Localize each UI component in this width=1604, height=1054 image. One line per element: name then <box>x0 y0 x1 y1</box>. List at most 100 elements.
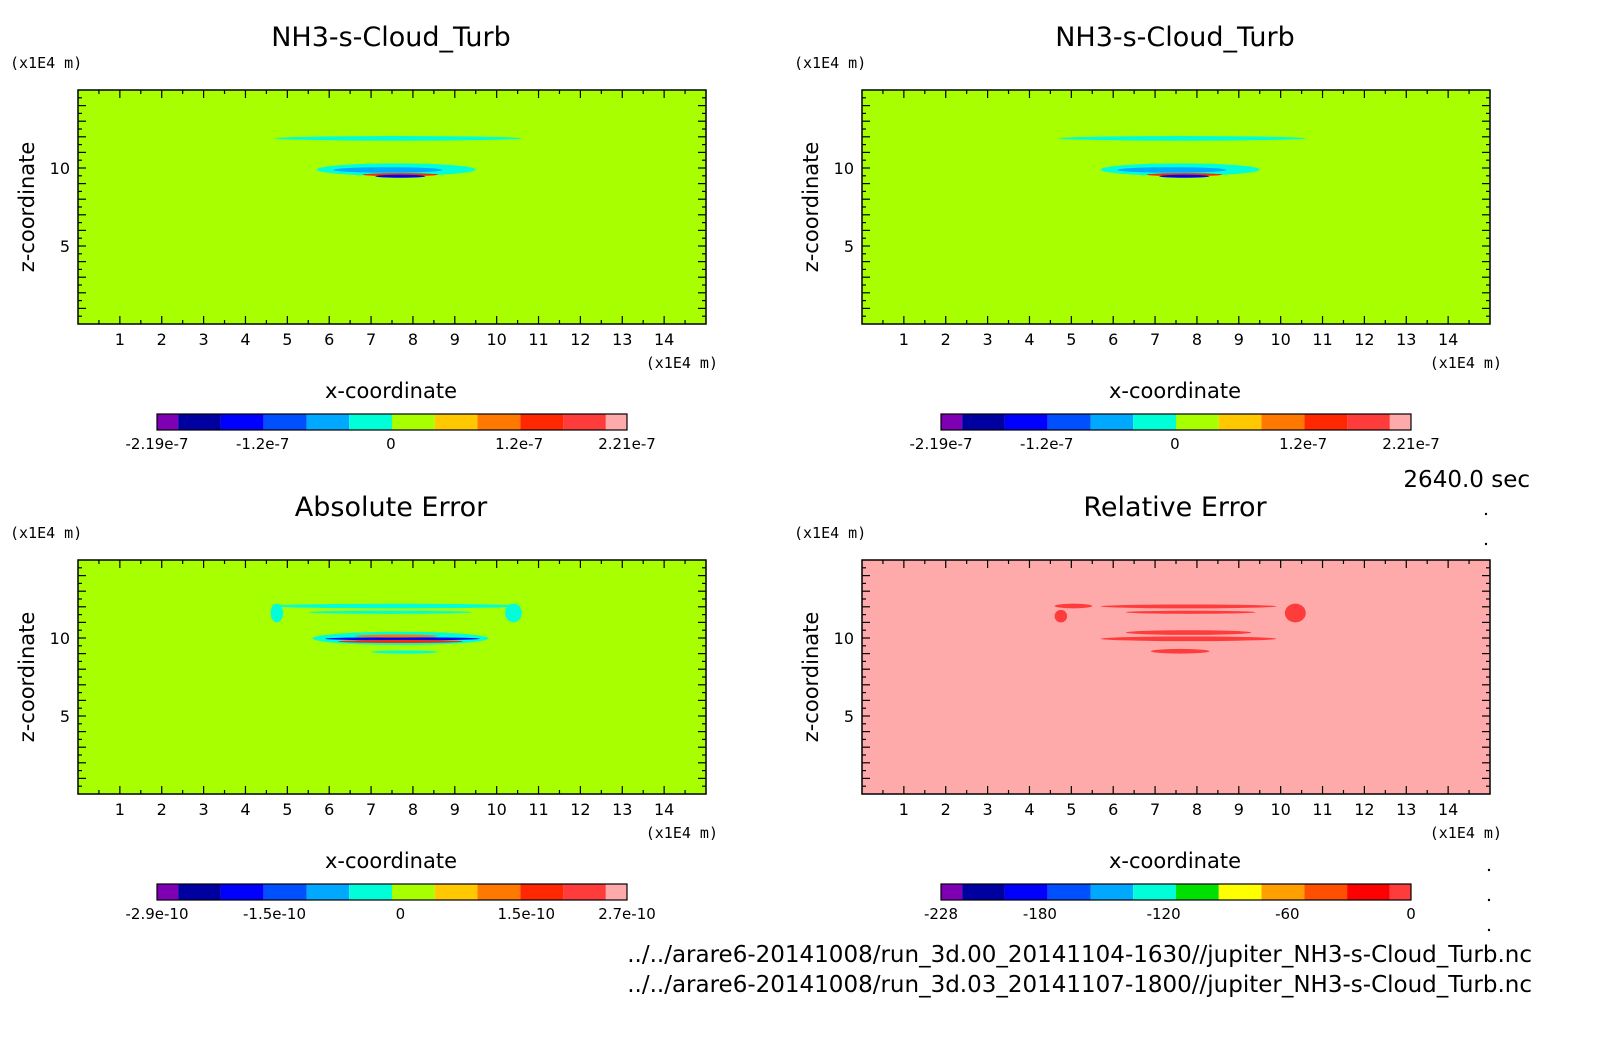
colorbar-tick-label: -2.19e-7 <box>910 435 973 453</box>
colorbar-tick-label: 2.7e-10 <box>598 905 656 923</box>
y-tick-label: 10 <box>50 629 70 648</box>
file-path-1: ../../arare6-20141008/run_3d.00_20141104… <box>627 942 1532 968</box>
x-tick-label: 1 <box>115 330 125 349</box>
colorbar-tick-label: 0 <box>1170 435 1180 453</box>
y-unit-label: (x1E4 m) <box>794 54 866 72</box>
x-tick-label: 9 <box>1234 800 1244 819</box>
colorbar-swatch <box>157 884 179 900</box>
colorbar-swatch <box>263 884 307 900</box>
x-tick-label: 13 <box>612 330 632 349</box>
x-tick-label: 2 <box>157 330 167 349</box>
colorbar-swatch <box>178 414 221 430</box>
field-feature <box>1054 609 1068 623</box>
x-tick-label: 4 <box>1024 330 1034 349</box>
y-tick-label: 5 <box>60 237 70 256</box>
y-tick-label: 10 <box>834 629 854 648</box>
colorbar-swatch <box>477 884 521 900</box>
x-tick-label: 4 <box>240 800 250 819</box>
x-tick-label: 10 <box>1270 800 1290 819</box>
x-tick-label: 3 <box>983 330 993 349</box>
x-tick-label: 8 <box>408 800 418 819</box>
chart-panel-1: NH3-s-Cloud_Turb(x1E4 m)1 2 3 4 5 6 7 8 9 10 11 12 1… <box>10 22 718 453</box>
colorbar-tick-label: -180 <box>1023 905 1057 923</box>
colorbar-tick-label: 0 <box>1406 905 1416 923</box>
colorbar-swatch <box>520 884 564 900</box>
chart-title: Absolute Error <box>295 492 488 523</box>
x-unit-label: (x1E4 m) <box>1430 824 1502 842</box>
x-tick-label: 5 <box>1066 330 1076 349</box>
field-feature <box>1150 648 1210 654</box>
colorbar-frame <box>156 883 628 901</box>
x-tick-label: 6 <box>324 330 334 349</box>
colorbar-swatch <box>392 414 435 430</box>
x-tick-label: 9 <box>450 800 460 819</box>
field-feature <box>337 640 464 644</box>
colorbar-swatch <box>962 414 1005 430</box>
colorbar-tick-label: -60 <box>1275 905 1300 923</box>
x-tick-label: 11 <box>1312 800 1332 819</box>
x-tick-label: 5 <box>282 800 292 819</box>
x-tick-label: 12 <box>570 330 590 349</box>
x-tick-label: 5 <box>1066 800 1076 819</box>
colorbar-swatch <box>220 414 264 430</box>
stray-dot <box>1487 928 1491 932</box>
x-tick-label: 6 <box>1108 330 1118 349</box>
x-tick-label: 12 <box>1354 330 1374 349</box>
colorbar-tick-label: -2.19e-7 <box>126 435 189 453</box>
field-feature <box>325 637 480 641</box>
y-axis-label: z-coordinate <box>799 612 823 743</box>
field-feature <box>270 603 522 609</box>
x-tick-label: 7 <box>366 330 376 349</box>
x-unit-label: (x1E4 m) <box>1430 354 1502 372</box>
field-feature <box>1058 136 1306 141</box>
plot-background <box>78 560 706 794</box>
x-axis-label: x-coordinate <box>1109 849 1241 873</box>
colorbar-tick-label: 1.2e-7 <box>495 435 543 453</box>
colorbar-tick-label: -228 <box>924 905 958 923</box>
x-tick-label: 14 <box>654 330 674 349</box>
colorbar-swatch <box>1176 414 1219 430</box>
colorbar-swatch <box>1047 414 1091 430</box>
y-tick-label: 10 <box>834 159 854 178</box>
colorbar-frame <box>940 413 1412 431</box>
y-unit-label: (x1E4 m) <box>794 524 866 542</box>
x-tick-label: 3 <box>983 800 993 819</box>
x-tick-label: 3 <box>199 330 209 349</box>
x-unit-label: (x1E4 m) <box>646 354 718 372</box>
x-tick-label: 7 <box>1150 330 1160 349</box>
colorbar-swatch <box>349 884 392 900</box>
colorbar-swatch <box>563 884 606 900</box>
x-tick-label: 11 <box>1312 330 1332 349</box>
colorbar-tick-label: 1.5e-10 <box>497 905 555 923</box>
plot-background <box>862 560 1490 794</box>
colorbar-swatch <box>605 414 627 430</box>
plot-background <box>862 90 1490 324</box>
x-tick-label: 6 <box>1108 800 1118 819</box>
x-tick-label: 2 <box>157 800 167 819</box>
colorbar-tick-label: -2.9e-10 <box>126 905 189 923</box>
colorbar-swatch <box>434 884 478 900</box>
x-tick-label: 9 <box>450 330 460 349</box>
x-tick-label: 4 <box>1024 800 1034 819</box>
stray-dot <box>1484 512 1488 516</box>
colorbar-swatch <box>1218 884 1262 900</box>
time-label: 2640.0 sec <box>1403 467 1530 493</box>
colorbar-tick-label: 1.2e-7 <box>1279 435 1327 453</box>
colorbar-swatch <box>520 414 564 430</box>
colorbar-swatch <box>605 884 627 900</box>
colorbar-swatch <box>1347 884 1390 900</box>
colorbar-tick-label: -1.2e-7 <box>236 435 289 453</box>
x-tick-label: 13 <box>612 800 632 819</box>
x-tick-label: 2 <box>941 800 951 819</box>
x-axis-label: x-coordinate <box>325 379 457 403</box>
colorbar-tick-label: 2.21e-7 <box>1382 435 1440 453</box>
field-feature <box>1125 610 1256 614</box>
colorbar-swatch <box>1004 884 1048 900</box>
y-axis-label: z-coordinate <box>15 612 39 743</box>
y-tick-label: 5 <box>60 707 70 726</box>
y-axis-label: z-coordinate <box>15 142 39 273</box>
colorbar-swatch <box>1047 884 1091 900</box>
x-tick-label: 7 <box>1150 800 1160 819</box>
x-tick-label: 11 <box>528 330 548 349</box>
